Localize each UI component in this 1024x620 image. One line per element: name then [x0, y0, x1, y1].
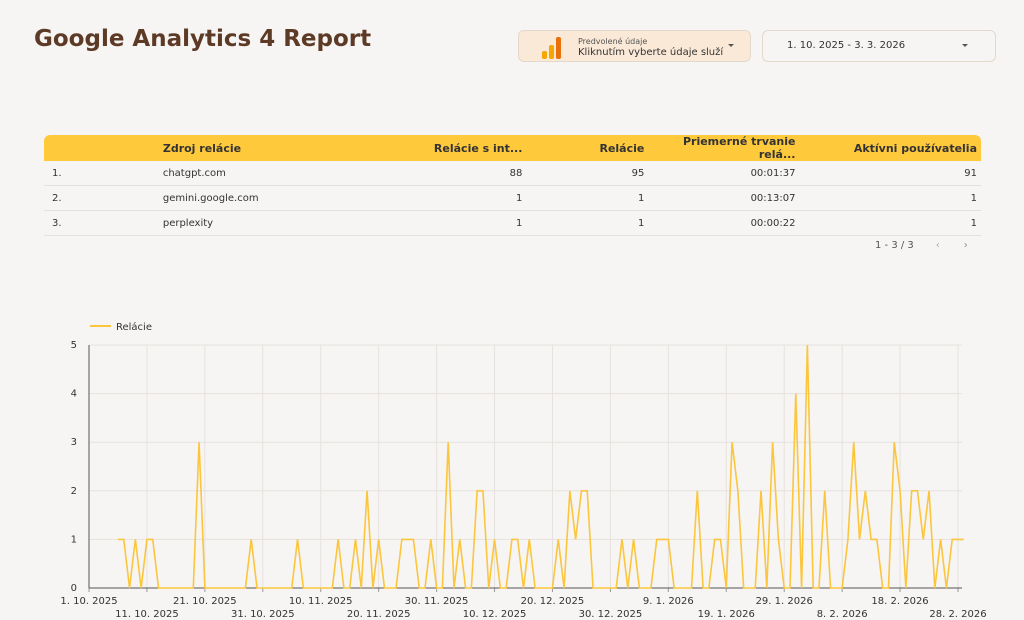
- report-title: Google Analytics 4 Report: [34, 26, 372, 52]
- y-tick-label: 3: [71, 437, 77, 448]
- y-tick-label: 2: [71, 486, 77, 497]
- y-tick-label: 5: [71, 340, 77, 351]
- x-tick-label: 10. 11. 2025: [289, 596, 353, 607]
- table-cell: 00:13:07: [648, 185, 800, 211]
- data-source-selector[interactable]: Predvolené údaje Kliknutím vyberte údaje…: [518, 30, 751, 62]
- date-range-selector[interactable]: 1. 10. 2025 - 3. 3. 2026: [762, 30, 996, 62]
- table-cell: 2.: [44, 185, 159, 211]
- table-cell: 1: [526, 185, 649, 211]
- x-tick-label: 28. 2. 2026: [929, 609, 986, 620]
- x-tick-label: 20. 11. 2025: [347, 609, 411, 620]
- table-cell: 1.: [44, 161, 159, 186]
- x-tick-label: 8. 2. 2026: [817, 609, 868, 620]
- pagination: 1 - 3 / 3 ‹ ›: [875, 240, 968, 251]
- x-tick-label: 18. 2. 2026: [871, 596, 928, 607]
- table-cell: 95: [526, 161, 649, 186]
- page-count: 1 - 3 / 3: [875, 240, 914, 251]
- header-cell: Priemerné trvanie relá...: [648, 135, 800, 161]
- x-tick-label: 30. 12. 2025: [579, 609, 643, 620]
- data-table: Zdroj relácie Relácie s int... Relácie Prie…: [44, 135, 981, 236]
- x-tick-label: 31. 10. 2025: [231, 609, 295, 620]
- table-cell: 3.: [44, 210, 159, 236]
- x-tick-label: 21. 10. 2025: [173, 596, 237, 607]
- header-cell: Relácie s int...: [395, 135, 527, 161]
- header-cell: Relácie: [526, 135, 649, 161]
- source-value: Kliknutím vyberte údaje služí: [578, 47, 724, 58]
- table-cell: 1: [799, 210, 981, 236]
- next-page[interactable]: ›: [963, 240, 968, 251]
- header-cell: Aktívni používatelia: [799, 135, 981, 161]
- table-row: 2. gemini.google.com 1 1 00:13:07 1: [44, 185, 981, 211]
- table-row: 1. chatgpt.com 88 95 00:01:37 91: [44, 161, 981, 186]
- source-label: Predvolené údaje: [578, 37, 648, 46]
- x-tick-label: 11. 10. 2025: [115, 609, 179, 620]
- table-cell: 00:00:22: [648, 210, 800, 236]
- table-cell: 91: [799, 161, 981, 186]
- x-tick-label: 1. 10. 2025: [60, 596, 117, 607]
- header-row: Zdroj relácie Relácie s int... Relácie Prie…: [44, 135, 981, 161]
- table-cell: 1: [799, 185, 981, 211]
- table-cell: chatgpt.com: [158, 161, 396, 186]
- y-tick-label: 0: [71, 583, 77, 594]
- analytics-icon: [542, 37, 561, 59]
- y-tick-label: 4: [71, 389, 77, 400]
- x-tick-label: 20. 12. 2025: [521, 596, 585, 607]
- y-tick-label: 1: [71, 534, 77, 545]
- table-cell: perplexity: [158, 210, 396, 236]
- table-cell: 1: [395, 185, 527, 211]
- table-cell: 00:01:37: [648, 161, 800, 186]
- x-tick-label: 29. 1. 2026: [756, 596, 813, 607]
- header-cell: Zdroj relácie: [158, 135, 396, 161]
- x-tick-label: 30. 11. 2025: [405, 596, 469, 607]
- x-tick-label: 19. 1. 2026: [698, 609, 755, 620]
- legend-label: Relácie: [116, 321, 152, 333]
- table-cell: 1: [526, 210, 649, 236]
- table-cell: gemini.google.com: [158, 185, 396, 211]
- header-cell: [44, 135, 159, 161]
- x-tick-label: 10. 12. 2025: [463, 609, 527, 620]
- table-row: 3. perplexity 1 1 00:00:22 1: [44, 210, 981, 236]
- table-cell: 88: [395, 161, 527, 186]
- date-range: 1. 10. 2025 - 3. 3. 2026: [787, 40, 906, 51]
- x-tick-label: 9. 1. 2026: [643, 596, 694, 607]
- series-line: [117, 344, 964, 589]
- table-cell: 1: [395, 210, 527, 236]
- prev-page[interactable]: ‹: [935, 240, 940, 251]
